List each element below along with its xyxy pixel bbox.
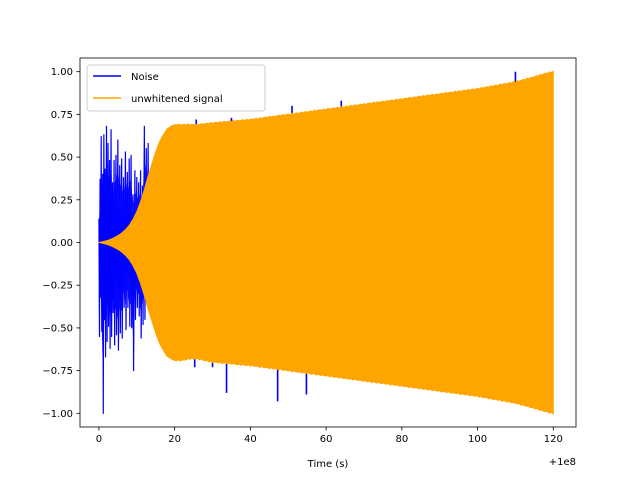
noise-burst-fill bbox=[98, 158, 149, 366]
y-tick-label-8: 1.00 bbox=[51, 67, 73, 78]
x-axis: 0 20 40 60 80 100 120 bbox=[96, 427, 563, 445]
x-tick-label-3: 60 bbox=[320, 434, 333, 445]
x-tick-label-1: 20 bbox=[168, 434, 181, 445]
x-axis-offset-label: +1e8 bbox=[549, 457, 576, 468]
x-axis-label: Time (s) bbox=[307, 459, 349, 470]
plot-area bbox=[98, 70, 554, 415]
y-tick-label-7: 0.75 bbox=[51, 110, 73, 121]
x-tick-label-2: 40 bbox=[244, 434, 257, 445]
x-tick-label-5: 100 bbox=[468, 434, 487, 445]
legend-label-0: Noise bbox=[131, 72, 159, 83]
x-tick-label-6: 120 bbox=[544, 434, 563, 445]
x-tick-label-0: 0 bbox=[96, 434, 102, 445]
x-tick-label-4: 80 bbox=[395, 434, 408, 445]
y-tick-label-0: −1.00 bbox=[42, 409, 73, 420]
legend-label-1: unwhitened signal bbox=[131, 94, 223, 105]
y-tick-label-3: −0.25 bbox=[42, 281, 73, 292]
y-tick-label-6: 0.50 bbox=[51, 153, 73, 164]
y-tick-label-2: −0.50 bbox=[42, 323, 73, 334]
y-tick-label-1: −0.75 bbox=[42, 366, 73, 377]
y-axis: −1.00 −0.75 −0.50 −0.25 0.00 0.25 0.50 0.75 1.00 bbox=[42, 67, 80, 420]
legend: Noise unwhitened signal bbox=[86, 64, 266, 112]
y-tick-label-5: 0.25 bbox=[51, 195, 73, 206]
legend-box bbox=[86, 64, 266, 112]
y-tick-label-4: 0.00 bbox=[51, 238, 73, 249]
series-unwhitened-signal bbox=[98, 70, 554, 415]
signal-envelope-fill bbox=[98, 70, 554, 415]
